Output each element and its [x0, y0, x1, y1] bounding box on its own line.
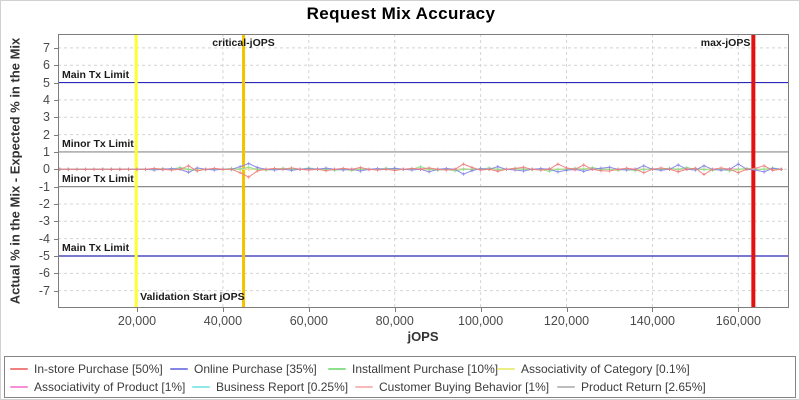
plot-area — [58, 34, 789, 308]
x-tick-mark — [738, 308, 740, 312]
y-tick-mark — [54, 169, 58, 171]
y-tick-mark — [54, 221, 58, 223]
y-tick-mark — [54, 134, 58, 136]
chart-title: Request Mix Accuracy — [306, 4, 496, 23]
x-tick-label: 20,000 — [117, 314, 157, 328]
y-tick-label: -7 — [38, 283, 50, 298]
legend-swatch-icon — [192, 386, 210, 388]
y-tick-mark — [54, 151, 58, 153]
y-tick-mark — [54, 82, 58, 84]
legend-item: Associativity of Category [0.1%] — [497, 361, 690, 377]
legend-item: Customer Buying Behavior [1%] — [355, 379, 549, 395]
x-tick-mark — [566, 308, 568, 312]
x-tick-label: 140,000 — [629, 314, 675, 328]
y-tick-mark — [54, 290, 58, 292]
y-tick-mark — [54, 117, 58, 119]
legend-label: Installment Purchase [10%] — [352, 362, 499, 376]
y-tick-label: -4 — [38, 231, 50, 246]
legend-swatch-icon — [355, 386, 373, 388]
legend-label: In-store Purchase [50%] — [34, 362, 163, 376]
legend-swatch-icon — [557, 386, 575, 388]
legend-label: Product Return [2.65%] — [581, 380, 706, 394]
critical-jops-label: critical-jOPS — [212, 37, 275, 49]
y-tick-label: 7 — [43, 40, 50, 55]
y-tick-label: 6 — [43, 58, 50, 73]
x-tick-label: 80,000 — [375, 314, 414, 328]
y-tick-label: -5 — [38, 248, 50, 263]
legend-item: In-store Purchase [50%] — [10, 361, 163, 377]
y-tick-mark — [54, 99, 58, 101]
y-tick-mark — [54, 238, 58, 240]
y-tick-label: -3 — [38, 214, 50, 229]
x-tick-label: 40,000 — [203, 314, 243, 328]
y-tick-mark — [54, 47, 58, 49]
y-tick-label: 4 — [43, 92, 50, 107]
legend-item: Business Report [0.25%] — [192, 379, 348, 395]
x-tick-label: 100,000 — [458, 314, 504, 328]
legend-swatch-icon — [170, 368, 188, 370]
y-tick-mark — [54, 203, 58, 205]
x-tick-label: 160,000 — [715, 314, 761, 328]
y-tick-label: 2 — [43, 127, 50, 142]
legend-item: Product Return [2.65%] — [557, 379, 706, 395]
y-tick-mark — [54, 255, 58, 257]
legend-label: Associativity of Category [0.1%] — [521, 362, 690, 376]
main-tx-limit-upper-label: Main Tx Limit — [62, 68, 130, 81]
x-axis-title: jOPS — [407, 329, 439, 344]
y-tick-label: 5 — [43, 75, 50, 90]
legend-label: Online Purchase [35%] — [194, 362, 317, 376]
main-tx-limit-lower-label: Main Tx Limit — [62, 241, 130, 254]
legend-swatch-icon — [10, 386, 28, 388]
y-tick-label: -2 — [38, 196, 50, 211]
x-tick-mark — [222, 308, 224, 312]
legend-swatch-icon — [10, 368, 28, 370]
x-tick-mark — [480, 308, 482, 312]
y-tick-label: 3 — [43, 110, 50, 125]
y-tick-label: 1 — [43, 144, 50, 159]
legend-label: Associativity of Product [1%] — [34, 380, 186, 394]
legend-label: Business Report [0.25%] — [216, 380, 349, 394]
y-tick-label: -1 — [38, 179, 50, 194]
y-tick-mark — [54, 186, 58, 188]
y-tick-label: 0 — [43, 162, 50, 177]
minor-tx-limit-upper-label: Minor Tx Limit — [62, 137, 134, 150]
y-tick-mark — [54, 65, 58, 67]
x-tick-mark — [308, 308, 310, 312]
legend-label: Customer Buying Behavior [1%] — [379, 380, 550, 394]
legend: In-store Purchase [50%] Online Purchase [… — [4, 356, 796, 398]
y-tick-label: -6 — [38, 266, 50, 281]
max-jops-label: max-jOPS — [700, 37, 751, 49]
legend-swatch-icon — [497, 368, 515, 370]
x-tick-label: 120,000 — [543, 314, 590, 328]
minor-tx-limit-lower-label: Minor Tx Limit — [62, 172, 134, 185]
legend-swatch-icon — [328, 368, 346, 370]
x-tick-mark — [652, 308, 654, 312]
legend-item: Installment Purchase [10%] — [328, 361, 498, 377]
legend-item: Associativity of Product [1%] — [10, 379, 185, 395]
x-tick-label: 60,000 — [289, 314, 328, 328]
validation-start-jops-label: Validation Start jOPS — [140, 291, 245, 303]
y-tick-mark — [54, 273, 58, 275]
x-tick-mark — [394, 308, 396, 312]
legend-item: Online Purchase [35%] — [170, 361, 317, 377]
x-tick-mark — [137, 308, 139, 312]
